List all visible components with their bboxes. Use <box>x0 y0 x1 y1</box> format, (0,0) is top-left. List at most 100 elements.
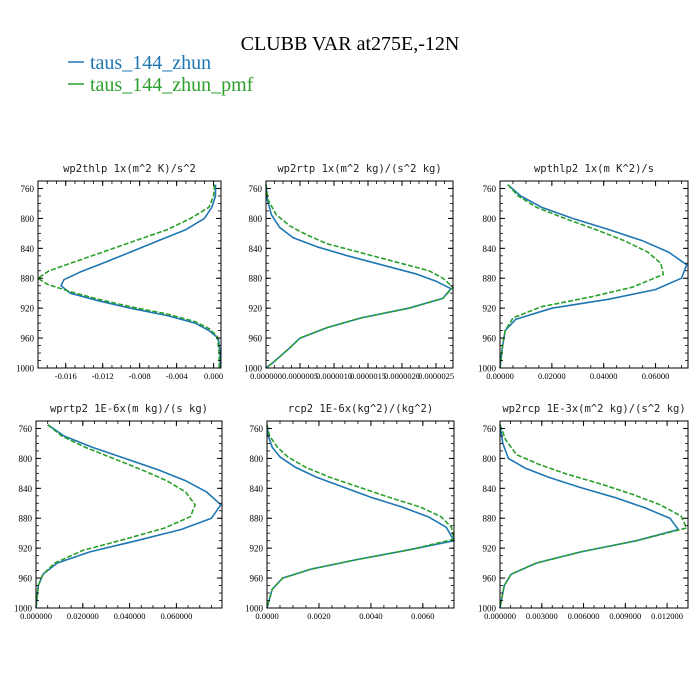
x-tick-label: 0.000 <box>204 371 223 381</box>
y-tick-label: 800 <box>19 454 33 464</box>
series-line-taus-144-zhun <box>60 184 221 368</box>
series-line-taus-144-zhun-pmf <box>266 424 455 609</box>
y-tick-label: 880 <box>19 514 33 524</box>
y-tick-label: 800 <box>483 454 497 464</box>
series-line-taus-144-zhun <box>35 424 222 609</box>
x-tick-label: 0.0000020 <box>384 371 420 381</box>
series-line-taus-144-zhun-pmf <box>35 424 196 609</box>
panel-title: wp2rcp 1E-3x(m^2 kg)/(s^2 kg) <box>502 403 685 415</box>
y-tick-label: 880 <box>250 514 264 524</box>
panel-6: wp2rcp 1E-3x(m^2 kg)/(s^2 kg) 760 800 840 88… <box>478 403 689 621</box>
panel-2: wp2rtp 1x(m^2 kg)/(s^2 kg) 760 800 840 880 92… <box>244 163 454 381</box>
y-tick-label: 1000 <box>245 604 264 614</box>
y-tick-label: 840 <box>19 484 33 494</box>
y-tick-label: 800 <box>21 214 35 224</box>
x-tick-label: -0.008 <box>129 371 151 381</box>
legend-label-1: taus_144_zhun <box>90 52 211 74</box>
y-tick-label: 960 <box>483 574 497 584</box>
plot-frame <box>35 420 223 609</box>
plot-frame <box>265 180 454 369</box>
y-tick-label: 920 <box>19 544 33 554</box>
figure-title: CLUBB VAR at275E,-12N <box>241 33 460 55</box>
x-tick-label: 0.020000 <box>67 611 99 621</box>
panel-title: rcp2 1E-6x(kg^2)/(kg^2) <box>288 403 433 415</box>
x-tick-label: 0.04000 <box>590 371 618 381</box>
y-tick-label: 1000 <box>478 364 497 374</box>
x-tick-label: 0.009000 <box>609 611 641 621</box>
panel-grid: wp2thlp 1x(m^2 K)/s^2 760 800 840 880 920 960 1… <box>14 163 689 621</box>
y-tick-label: 960 <box>250 574 264 584</box>
legend-entry-2: taus_144_zhun_pmf <box>68 74 254 96</box>
series-line-taus-144-zhun-pmf <box>499 184 665 369</box>
y-tick-label: 760 <box>250 424 264 434</box>
y-tick-label: 920 <box>249 304 263 314</box>
series-line-taus-144-zhun-pmf <box>499 424 688 609</box>
x-tick-label: 0.02000 <box>538 371 566 381</box>
y-tick-label: 840 <box>250 484 264 494</box>
panel-1: wp2thlp 1x(m^2 K)/s^2 760 800 840 880 920 960 1… <box>16 163 223 381</box>
series-line-taus-144-zhun <box>265 184 452 369</box>
series-line-taus-144-zhun <box>499 184 688 369</box>
y-tick-label: 760 <box>249 184 263 194</box>
plot-frame <box>37 180 222 369</box>
y-tick-label: 960 <box>483 334 497 344</box>
x-tick-label: -0.004 <box>166 371 189 381</box>
y-tick-label: 880 <box>21 274 35 284</box>
y-tick-label: 800 <box>249 214 263 224</box>
y-tick-label: 800 <box>250 454 264 464</box>
y-tick-label: 920 <box>250 544 264 554</box>
y-tick-label: 840 <box>483 244 497 254</box>
x-tick-label: 0.0000025 <box>418 371 454 381</box>
y-tick-label: 1000 <box>478 604 497 614</box>
series-line-taus-144-zhun <box>499 424 680 609</box>
legend-label-2: taus_144_zhun_pmf <box>90 74 254 96</box>
plot-frame <box>266 420 455 609</box>
panel-title: wp2rtp 1x(m^2 kg)/(s^2 kg) <box>277 163 441 175</box>
legend-entry-1: taus_144_zhun <box>68 52 211 74</box>
panel-title: wprtp2 1E-6x(m kg)/(s kg) <box>50 403 208 415</box>
panel-title: wpthlp2 1x(m K^2)/s <box>534 163 654 175</box>
y-tick-label: 760 <box>483 184 497 194</box>
panel-3: wpthlp2 1x(m K^2)/s 760 800 840 880 920 960 100… <box>478 163 689 381</box>
x-tick-label: 0.00000 <box>486 371 514 381</box>
y-tick-label: 960 <box>249 334 263 344</box>
x-tick-label: 0.012000 <box>651 611 683 621</box>
y-tick-label: 880 <box>249 274 263 284</box>
x-tick-label: 0.000000 <box>20 611 52 621</box>
x-tick-label: 0.0020 <box>307 611 330 621</box>
x-tick-label: 0.040000 <box>114 611 146 621</box>
series-line-taus-144-zhun-pmf <box>265 184 454 369</box>
y-tick-label: 960 <box>21 334 35 344</box>
series-line-taus-144-zhun-pmf <box>37 184 220 368</box>
y-tick-label: 840 <box>483 484 497 494</box>
x-tick-label: 0.000000 <box>484 611 516 621</box>
y-tick-label: 880 <box>483 514 497 524</box>
y-tick-label: 920 <box>483 304 497 314</box>
y-tick-label: 760 <box>21 184 35 194</box>
x-tick-label: 0.003000 <box>526 611 558 621</box>
x-tick-label: -0.012 <box>92 371 114 381</box>
y-tick-label: 800 <box>483 214 497 224</box>
plot-frame <box>499 180 689 369</box>
x-tick-label: 0.000000 <box>250 371 282 381</box>
y-tick-label: 880 <box>483 274 497 284</box>
x-tick-label: 0.0000010 <box>316 371 352 381</box>
x-tick-label: -0.016 <box>55 371 77 381</box>
panel-4: wprtp2 1E-6x(m kg)/(s kg) 760 800 840 880 920… <box>14 403 223 621</box>
y-tick-label: 1000 <box>244 364 263 374</box>
y-tick-label: 760 <box>19 424 33 434</box>
y-tick-label: 760 <box>483 424 497 434</box>
y-tick-label: 1000 <box>14 604 33 614</box>
y-tick-label: 840 <box>21 244 35 254</box>
series-line-taus-144-zhun <box>266 424 455 609</box>
x-tick-label: 0.0000 <box>255 611 278 621</box>
panel-title: wp2thlp 1x(m^2 K)/s^2 <box>63 163 196 175</box>
y-tick-label: 920 <box>483 544 497 554</box>
panel-5: rcp2 1E-6x(kg^2)/(kg^2) 760 800 840 880 920 96… <box>245 403 455 621</box>
y-tick-label: 840 <box>249 244 263 254</box>
x-tick-label: 0.006000 <box>568 611 600 621</box>
x-tick-label: 0.0000015 <box>350 371 386 381</box>
legend: taus_144_zhun taus_144_zhun_pmf <box>68 52 254 96</box>
x-tick-label: 0.06000 <box>642 371 670 381</box>
